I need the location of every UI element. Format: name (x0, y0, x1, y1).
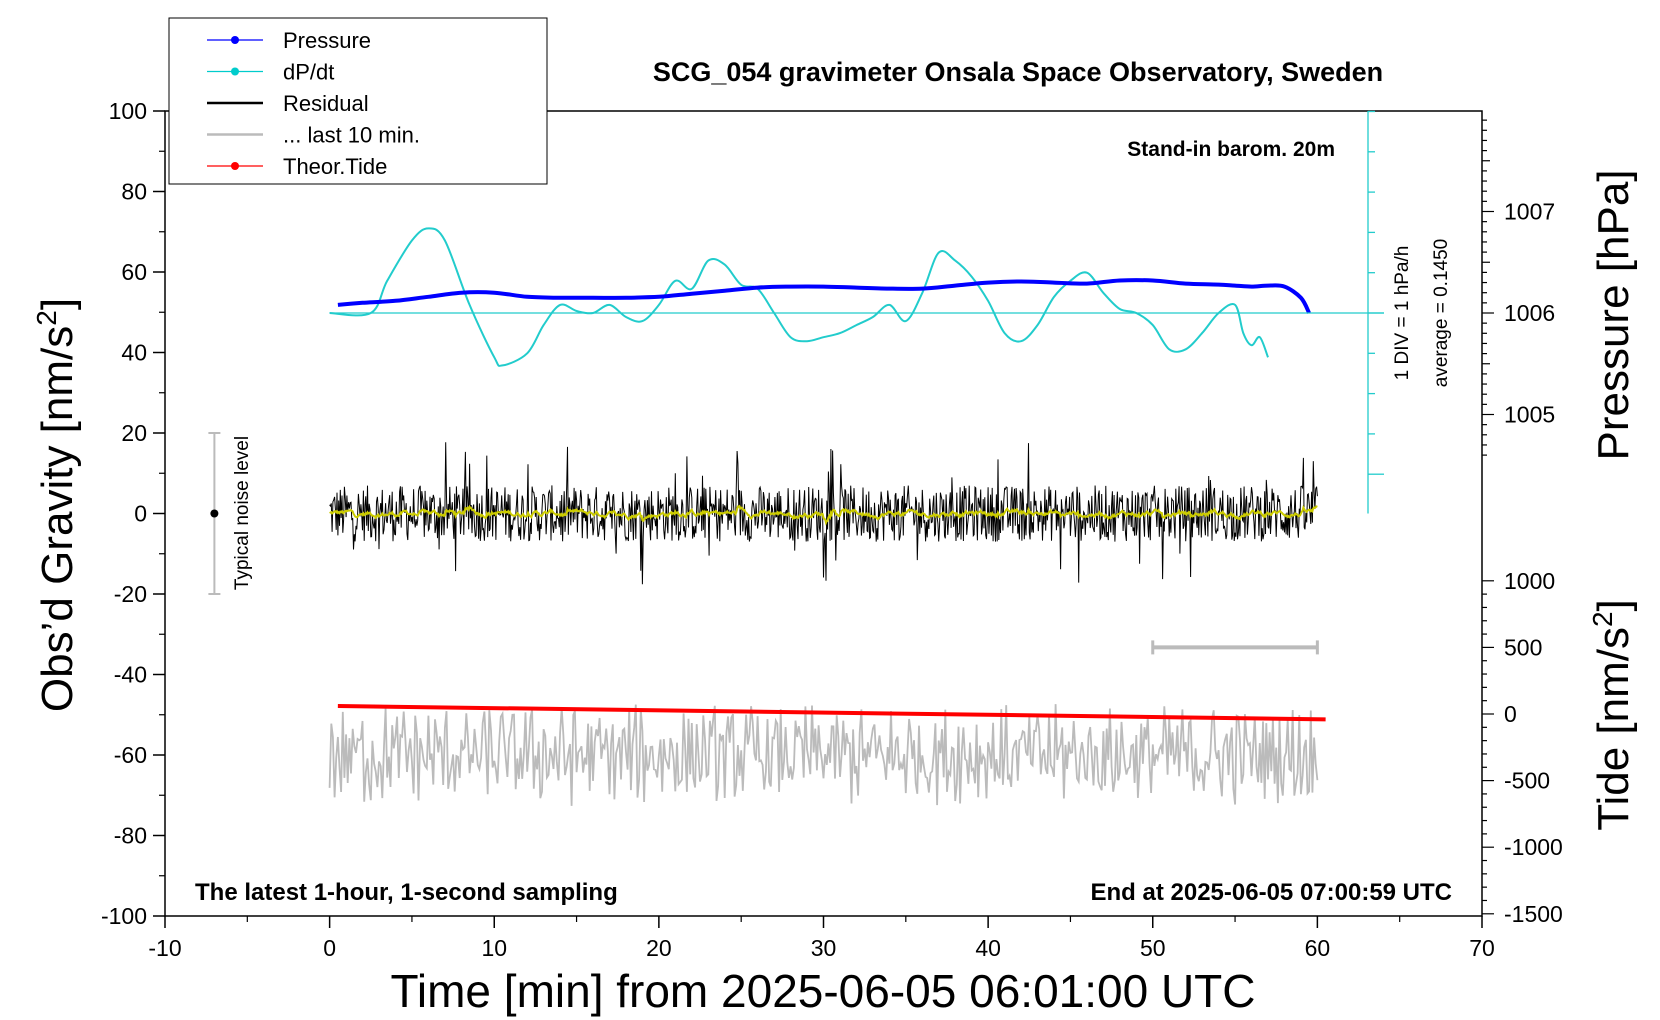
y-axis-label-tide-main: Tide [nm/s (1589, 627, 1638, 831)
legend-label: Theor.Tide (283, 154, 387, 179)
y-tick-label: 100 (109, 98, 147, 124)
y-axis-label-tide: Tide [nm/s2] (1587, 599, 1638, 831)
noise-bar-dot (210, 509, 219, 518)
y-axis-label-left-sup: 2 (31, 310, 62, 326)
x-tick-label: 10 (481, 935, 507, 961)
y-axis-label-tide-sup: 2 (1587, 611, 1618, 627)
y-tick-label: -20 (114, 581, 147, 607)
annotations (208, 110, 1384, 655)
legend-marker (231, 36, 239, 44)
legend-label: Residual (283, 91, 369, 116)
dpdt-average-label: average = 0.1450 (1431, 239, 1452, 387)
y-tick-label: 40 (121, 340, 147, 366)
legend: Pressure dP/dt Residual ... last 10 min. The… (168, 17, 548, 185)
end-time-note: End at 2025-06-05 07:00:59 UTC (1091, 879, 1453, 906)
pressure-tick-label: 1005 (1504, 402, 1555, 428)
noise-level-label: Typical noise level (232, 436, 253, 590)
y-axis-label-left: Obs’d Gravity [nm/s2] (31, 298, 82, 712)
dpdt-line (329, 227, 1269, 367)
y-axis-label-left-main: Obs’d Gravity [nm/s (33, 326, 82, 712)
last-10min-line (328, 704, 1319, 806)
residual-line (329, 442, 1318, 585)
y-tick-label: 20 (121, 420, 147, 446)
pressure-line (337, 278, 1311, 314)
y-tick-label: -80 (114, 823, 147, 849)
chart-title: SCG_054 gravimeter Onsala Space Observat… (653, 57, 1383, 87)
y-tick-label: 0 (134, 501, 147, 527)
tide-tick-label: -1000 (1504, 834, 1563, 860)
x-tick-label: 50 (1140, 935, 1166, 961)
x-tick-label: 30 (811, 935, 837, 961)
barometer-note: Stand-in barom. 20m (1127, 138, 1335, 161)
x-tick-label: 40 (975, 935, 1001, 961)
y-axis-label-tide-end: ] (1589, 599, 1638, 611)
y-tick-label: -100 (101, 903, 147, 929)
pressure-tick-label: 1007 (1504, 199, 1555, 225)
legend-marker (231, 67, 239, 76)
x-axis-label: Time [min] from 2025-06-05 06:01:00 UTC (391, 965, 1256, 1017)
y-axis-label-left-end: ] (33, 298, 82, 310)
axis-ticks: -10 0 10 20 30 40 50 60 70100806040200-20-40-60-… (101, 98, 1563, 961)
tide-tick-label: -1500 (1504, 901, 1563, 927)
series-layer (328, 227, 1326, 806)
sampling-note: The latest 1-hour, 1-second sampling (195, 879, 618, 906)
tide-tick-label: 500 (1504, 634, 1542, 660)
y-tick-label: -60 (114, 742, 147, 768)
legend-label: dP/dt (283, 60, 334, 85)
y-tick-label: -40 (114, 662, 147, 688)
x-tick-label: 70 (1469, 935, 1495, 961)
tide-tick-label: 1000 (1504, 568, 1555, 594)
legend-label: Pressure (283, 28, 371, 53)
pressure-tick-label: 1006 (1504, 300, 1555, 326)
x-tick-label: 0 (323, 935, 336, 961)
legend-marker (231, 162, 239, 170)
x-tick-label: 60 (1305, 935, 1331, 961)
dpdt-scale-label: 1 DIV = 1 hPa/h (1392, 246, 1413, 381)
y-tick-label: 60 (121, 259, 147, 285)
y-tick-label: 80 (121, 179, 147, 205)
legend-label: ... last 10 min. (283, 123, 420, 148)
residual-smoothed-line (329, 504, 1318, 526)
x-tick-label: -10 (148, 935, 181, 961)
tide-tick-label: -500 (1504, 768, 1550, 794)
x-tick-label: 20 (646, 935, 672, 961)
theor-tide-line (337, 704, 1326, 722)
y-axis-label-pressure: Pressure [hPa] (1589, 169, 1638, 460)
legend-box (168, 17, 548, 185)
tide-tick-label: 0 (1504, 701, 1517, 727)
